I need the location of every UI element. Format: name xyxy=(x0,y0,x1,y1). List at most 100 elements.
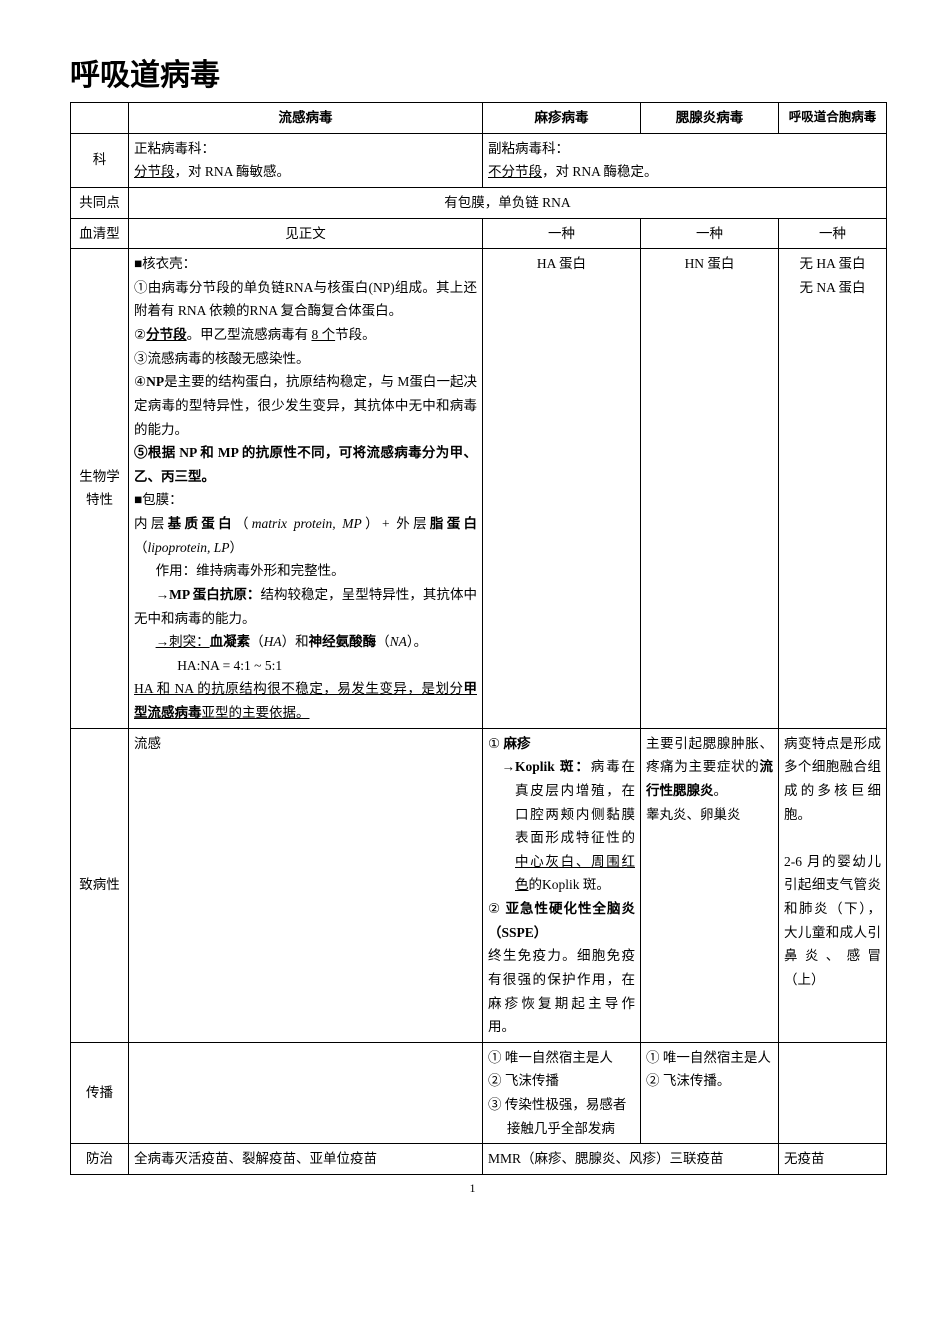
text: 副粘病毒科： xyxy=(488,141,569,156)
label-transmission: 传播 xyxy=(71,1042,129,1144)
cell-serotype-c3: 一种 xyxy=(641,218,779,249)
text: lipoprotein, LP xyxy=(148,540,230,555)
text: NA xyxy=(390,634,407,649)
label-serotype: 血清型 xyxy=(71,218,129,249)
text: → xyxy=(502,759,516,774)
text: ）+ 外层 xyxy=(362,516,430,531)
text: 病变特点是形成多个细胞融合组成的多核巨细胞。 xyxy=(784,736,881,822)
text: 麻疹 xyxy=(503,736,530,751)
text: （ xyxy=(235,516,252,531)
cell-prev-c1: 全病毒灭活疫苗、裂解疫苗、亚单位疫苗 xyxy=(129,1144,483,1175)
text: → xyxy=(156,587,170,602)
text: ② 飞沫传播。 xyxy=(646,1069,773,1093)
text: MP 蛋白抗原： xyxy=(169,587,260,602)
virus-comparison-table: 流感病毒 麻疹病毒 腮腺炎病毒 呼吸道合胞病毒 科 正粘病毒科： 分节段，对 R… xyxy=(70,102,887,1175)
text: ① xyxy=(488,736,503,751)
text: 正粘病毒科： xyxy=(134,141,215,156)
text: Koplik 斑： xyxy=(515,759,591,774)
text: 脂蛋白 xyxy=(430,516,477,531)
row-biology: 生物学特性 ■核衣壳： ①由病毒分节段的单负链RNA与核蛋白(NP)组成。其上还… xyxy=(71,249,887,729)
text: ①由病毒分节段的单负链RNA与核蛋白(NP)组成。其上还附着有 RNA 依赖的R… xyxy=(134,280,477,319)
cell-serotype-c1: 见正文 xyxy=(129,218,483,249)
table-header-row: 流感病毒 麻疹病毒 腮腺炎病毒 呼吸道合胞病毒 xyxy=(71,103,887,134)
text: 睾丸炎、卵巢炎 xyxy=(646,807,741,822)
text: ② 飞沫传播 xyxy=(488,1069,635,1093)
cell-family-paramyxo: 副粘病毒科： 不分节段，对 RNA 酶稳定。 xyxy=(483,133,887,187)
row-transmission: 传播 ① 唯一自然宿主是人 ② 飞沫传播 ③ 传染性极强，易感者接触几乎全部发病… xyxy=(71,1042,887,1144)
text: 。 xyxy=(714,783,728,798)
text: →刺突：血凝素（HA）和神经氨酸酶（NA）。 xyxy=(134,630,477,654)
text: ① 唯一自然宿主是人 xyxy=(646,1046,773,1070)
cell-biology-c3: HN 蛋白 xyxy=(641,249,779,729)
text: HA xyxy=(264,634,282,649)
text: （ xyxy=(250,634,264,649)
text: 分节段 xyxy=(146,327,187,342)
text: →刺突： xyxy=(156,634,210,649)
text: ① 唯一自然宿主是人 xyxy=(488,1046,635,1070)
text: 节段。 xyxy=(335,327,376,342)
label-common: 共同点 xyxy=(71,187,129,218)
text: matrix protein, MP xyxy=(252,516,362,531)
cell-prev-c4: 无疫苗 xyxy=(779,1144,887,1175)
header-measles: 麻疹病毒 xyxy=(483,103,641,134)
text: 不分节段 xyxy=(488,164,542,179)
header-blank xyxy=(71,103,129,134)
label-biology: 生物学特性 xyxy=(71,249,129,729)
text: ，对 RNA 酶敏感。 xyxy=(175,164,291,179)
text: （ xyxy=(376,634,390,649)
cell-trans-c2: ① 唯一自然宿主是人 ② 飞沫传播 ③ 传染性极强，易感者接触几乎全部发病 xyxy=(483,1042,641,1144)
cell-path-c3: 主要引起腮腺肿胀、疼痛为主要症状的流行性腮腺炎。 睾丸炎、卵巢炎 xyxy=(641,728,779,1042)
text: ）和 xyxy=(282,634,309,649)
cell-trans-c1 xyxy=(129,1042,483,1144)
text: 的Koplik 斑。 xyxy=(529,877,610,892)
text: 内层 xyxy=(134,516,168,531)
row-family: 科 正粘病毒科： 分节段，对 RNA 酶敏感。 副粘病毒科： 不分节段，对 RN… xyxy=(71,133,887,187)
cell-path-c1: 流感 xyxy=(129,728,483,1042)
text: 终生免疫力。细胞免疫有很强的保护作用，在麻疹恢复期起主导作用。 xyxy=(488,948,635,1034)
text: ② xyxy=(488,901,505,916)
cell-serotype-c2: 一种 xyxy=(483,218,641,249)
cell-family-influenza: 正粘病毒科： 分节段，对 RNA 酶敏感。 xyxy=(129,133,483,187)
cell-prev-c2: MMR（麻疹、腮腺炎、风疹）三联疫苗 xyxy=(483,1144,779,1175)
text: （ xyxy=(134,540,148,555)
text: ，对 RNA 酶稳定。 xyxy=(542,164,658,179)
row-common: 共同点 有包膜，单负链 RNA xyxy=(71,187,887,218)
text: HA 和 NA 的抗原结构很不稳定，易发生变异，是划分 xyxy=(134,681,464,696)
cell-biology-c4: 无 HA 蛋白 无 NA 蛋白 xyxy=(779,249,887,729)
page-number: 1 xyxy=(70,1181,875,1196)
text: 血凝素 xyxy=(210,634,251,649)
text: HA:NA = 4:1 ~ 5:1 xyxy=(134,654,477,678)
text: 神经氨酸酶 xyxy=(309,634,377,649)
text: 分节段 xyxy=(134,164,175,179)
text: 基质蛋白 xyxy=(168,516,235,531)
header-rsv: 呼吸道合胞病毒 xyxy=(779,103,887,134)
text: ④ xyxy=(134,374,146,389)
label-prevention: 防治 xyxy=(71,1144,129,1175)
cell-common: 有包膜，单负链 RNA xyxy=(129,187,887,218)
text: 2-6 月的婴幼儿引起细支气管炎和肺炎（下），大儿童和成人引鼻炎、感冒（上） xyxy=(784,854,881,987)
cell-trans-c4 xyxy=(779,1042,887,1144)
header-influenza: 流感病毒 xyxy=(129,103,483,134)
text: 。甲乙型流感病毒有 xyxy=(187,327,312,342)
text: 8 个 xyxy=(311,327,335,342)
text: 主要引起腮腺肿胀、疼痛为主要症状的 xyxy=(646,736,773,775)
label-pathogenicity: 致病性 xyxy=(71,728,129,1042)
cell-path-c4: 病变特点是形成多个细胞融合组成的多核巨细胞。 2-6 月的婴幼儿引起细支气管炎和… xyxy=(779,728,887,1042)
text: 亚急性硬化性全脑炎（SSPE） xyxy=(488,901,635,940)
row-pathogenicity: 致病性 流感 ① 麻疹 →Koplik 斑：病毒在真皮层内增殖，在口腔两颊内侧黏… xyxy=(71,728,887,1042)
cell-path-c2: ① 麻疹 →Koplik 斑：病毒在真皮层内增殖，在口腔两颊内侧黏膜表面形成特征… xyxy=(483,728,641,1042)
text: →MP 蛋白抗原：结构较稳定，呈型特异性，其抗体中无中和病毒的能力。 xyxy=(134,583,477,630)
page-title: 呼吸道病毒 xyxy=(70,50,875,94)
label-family: 科 xyxy=(71,133,129,187)
header-mumps: 腮腺炎病毒 xyxy=(641,103,779,134)
text: →Koplik 斑：病毒在真皮层内增殖，在口腔两颊内侧黏膜表面形成特征性的中心灰… xyxy=(502,755,636,897)
cell-trans-c3: ① 唯一自然宿主是人 ② 飞沫传播。 xyxy=(641,1042,779,1144)
cell-serotype-c4: 一种 xyxy=(779,218,887,249)
text: 作用：维持病毒外形和完整性。 xyxy=(134,559,477,583)
text: 是主要的结构蛋白，抗原结构稳定，与 M蛋白一起决定病毒的型特异性，很少发生变异，… xyxy=(134,374,477,436)
text: ）。 xyxy=(407,634,427,649)
text: 无 HA 蛋白 xyxy=(799,256,865,271)
text: ② xyxy=(134,327,146,342)
row-prevention: 防治 全病毒灭活疫苗、裂解疫苗、亚单位疫苗 MMR（麻疹、腮腺炎、风疹）三联疫苗… xyxy=(71,1144,887,1175)
text: NP xyxy=(146,374,164,389)
